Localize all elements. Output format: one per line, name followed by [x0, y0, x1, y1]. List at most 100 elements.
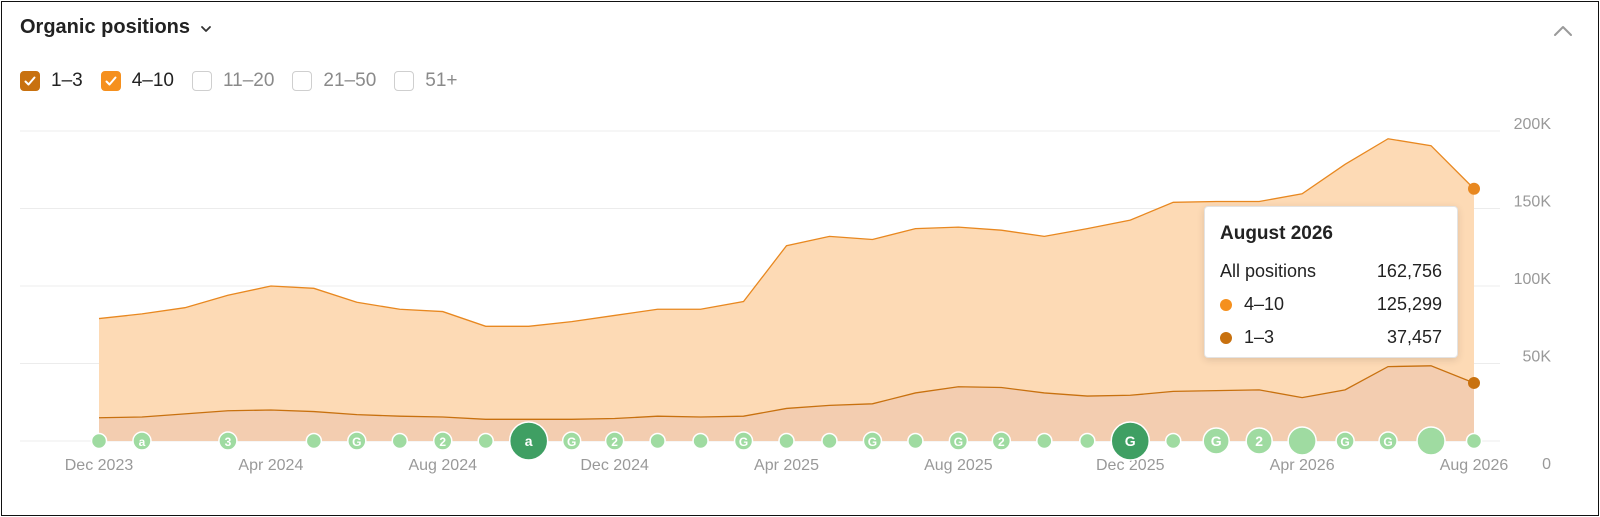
event-marker-label: G	[1211, 433, 1222, 449]
chevron-up-icon[interactable]	[1552, 20, 1574, 42]
event-marker	[391, 432, 409, 450]
chart-tooltip: August 2026 All positions 162,756 4–10 1…	[1204, 206, 1458, 358]
event-marker	[862, 431, 883, 451]
series-line-4-10	[98, 138, 1475, 327]
event-marker-label: 2	[611, 435, 618, 449]
event-marker	[692, 432, 709, 450]
x-tick-label: Aug 2025	[924, 457, 993, 474]
series-dot-1-3	[1220, 331, 1232, 344]
x-tick-label: Apr 2026	[1270, 457, 1335, 474]
event-marker-label: G	[352, 435, 361, 449]
event-marker	[733, 431, 754, 451]
event-marker-label: a	[139, 435, 146, 449]
chevron-down-icon	[201, 25, 211, 32]
legend-item-11-20[interactable]: 11–20	[191, 70, 275, 92]
tooltip-label: 1–3	[1244, 327, 1275, 347]
legend-item-4-10[interactable]: 4–10	[100, 70, 174, 92]
event-marker	[218, 431, 238, 451]
y-tick-label: 0	[1542, 456, 1551, 473]
event-marker	[1465, 432, 1483, 450]
event-marker-label: G	[868, 435, 877, 449]
event-marker	[948, 431, 969, 451]
tooltip-value: 162,756	[1376, 261, 1442, 281]
widget-title: Organic positions	[20, 16, 191, 38]
tooltip-value: 37,457	[1386, 327, 1442, 347]
event-marker	[477, 432, 494, 450]
event-marker	[1287, 426, 1317, 456]
event-marker-label: G	[739, 435, 748, 449]
legend-item-51-plus[interactable]: 51+	[394, 70, 458, 92]
x-tick-label: Dec 2024	[580, 457, 649, 474]
series-dot-4-10	[1220, 298, 1232, 311]
event-marker-label: G	[1340, 435, 1349, 449]
legend-label-21-50: 21–50	[323, 70, 377, 91]
x-tick-label: Dec 2025	[1096, 457, 1165, 474]
legend-label-1-3: 1–3	[51, 70, 83, 91]
x-tick-label: Apr 2025	[754, 457, 819, 474]
tooltip-title: August 2026	[1220, 223, 1333, 244]
checkbox-51-plus[interactable]	[394, 71, 415, 91]
y-tick-label: 200K	[1514, 116, 1552, 133]
event-marker	[1335, 431, 1355, 451]
x-tick-label: Aug 2024	[408, 457, 477, 474]
event-marker	[1416, 426, 1446, 456]
checkbox-1-3[interactable]	[20, 71, 40, 91]
event-marker	[1079, 432, 1096, 450]
series-legend: 1–3 4–10 11–20 21–50 51+	[20, 70, 476, 92]
tooltip-label: 4–10	[1244, 294, 1285, 314]
checkmark-icon	[24, 76, 36, 86]
tooltip-row-all-positions: All positions 162,756	[1220, 255, 1442, 288]
legend-item-1-3[interactable]: 1–3	[20, 70, 83, 92]
event-marker	[433, 431, 453, 451]
event-marker	[1378, 431, 1398, 451]
x-tick-label: Dec 2023	[65, 457, 134, 474]
x-tick-label: Apr 2024	[238, 457, 303, 474]
event-marker	[649, 432, 666, 450]
legend-label-11-20: 11–20	[222, 70, 275, 91]
point-1-3-aug-2026	[1468, 376, 1480, 389]
event-marker	[1164, 432, 1182, 450]
event-marker-label: a	[525, 433, 533, 449]
event-marker-label: G	[1383, 435, 1392, 449]
y-tick-label: 150K	[1514, 194, 1552, 211]
event-marker-label: G	[567, 435, 576, 449]
event-marker	[991, 431, 1012, 451]
event-marker-label: G	[1125, 433, 1136, 449]
event-marker	[561, 431, 582, 451]
event-marker	[604, 431, 625, 451]
checkbox-21-50[interactable]	[292, 71, 313, 91]
event-marker	[907, 432, 924, 450]
legend-item-21-50[interactable]: 21–50	[292, 70, 376, 92]
x-tick-label: Aug 2026	[1440, 457, 1509, 474]
event-marker-label: 2	[998, 435, 1005, 449]
area-4-10	[99, 138, 1474, 441]
checkmark-icon	[105, 76, 117, 86]
event-marker	[778, 432, 795, 450]
event-marker	[347, 431, 367, 451]
event-marker	[90, 432, 108, 450]
event-marker	[1036, 432, 1053, 450]
event-marker	[1110, 421, 1150, 461]
y-tick-label: 100K	[1514, 271, 1552, 288]
event-marker-label: 2	[1255, 433, 1263, 449]
legend-label-4-10: 4–10	[131, 70, 174, 91]
point-4-10-aug-2026	[1468, 182, 1480, 195]
event-marker	[1202, 427, 1230, 455]
event-marker-label: 3	[225, 435, 232, 449]
event-marker-label: G	[954, 435, 963, 449]
event-marker	[821, 432, 838, 450]
tooltip-label: All positions	[1220, 261, 1317, 281]
tooltip-value: 125,299	[1376, 294, 1442, 314]
widget-header[interactable]: Organic positions	[20, 16, 212, 39]
event-marker	[132, 431, 152, 451]
tooltip-row-1-3: 1–3 37,457	[1220, 321, 1442, 354]
legend-label-51-plus: 51+	[425, 70, 458, 91]
event-marker	[1245, 427, 1273, 455]
event-marker	[508, 421, 549, 461]
checkbox-4-10[interactable]	[100, 71, 121, 91]
tooltip-row-4-10: 4–10 125,299	[1220, 288, 1442, 321]
checkbox-11-20[interactable]	[191, 71, 212, 91]
event-marker	[305, 432, 323, 450]
y-tick-label: 50K	[1523, 349, 1552, 366]
